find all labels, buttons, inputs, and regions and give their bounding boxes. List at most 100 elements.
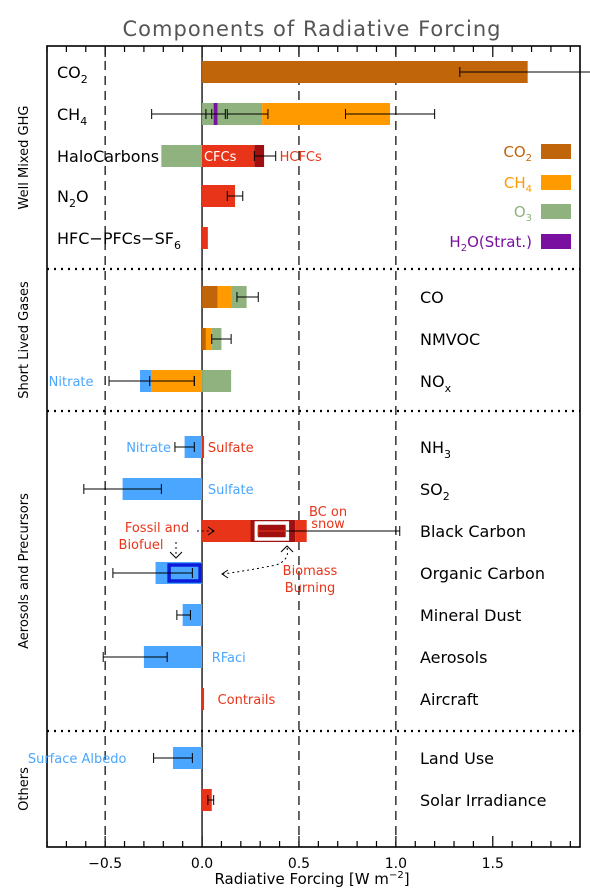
legend-label-text: CH: [504, 174, 526, 192]
bar-annotation: HCFCs: [280, 150, 322, 165]
bar-annotation: Nitrate: [126, 441, 171, 456]
legend-label-rest: O(Strat.): [467, 233, 532, 251]
legend-label-sub: 2: [526, 153, 532, 164]
bar-segment: [143, 646, 203, 668]
bar-segment: [202, 328, 206, 350]
bc-note: Fossil and: [125, 521, 189, 536]
bc-note: Biofuel: [119, 538, 164, 553]
bar-segment: [202, 370, 232, 392]
legend-label-sub: 4: [526, 184, 532, 195]
row-label-sub: 2: [69, 197, 76, 210]
legend-label: CH4: [504, 174, 532, 195]
bar-segment: [202, 688, 205, 710]
row-label-text: NH: [420, 438, 444, 457]
x-tick-label: 0.5: [288, 856, 310, 872]
legend-swatch: [541, 204, 571, 219]
x-axis-label-close: ]: [404, 870, 410, 888]
row-label-text: Black Carbon: [420, 522, 526, 541]
row-label-text: Solar Irradiance: [420, 791, 546, 810]
legend-swatch: [541, 234, 571, 249]
row-label: HFC−PFCs−SF6: [57, 229, 181, 252]
row-label-sub: 2: [443, 490, 450, 503]
row-label-sub: 6: [174, 239, 181, 252]
bar-annotation: Sulfate: [208, 441, 254, 456]
bar-segment: [202, 227, 208, 249]
bc-note: Burning: [285, 581, 336, 596]
x-tick-label: 1.5: [482, 856, 504, 872]
row-label: N2O: [57, 187, 89, 210]
row-label-sub: 3: [444, 448, 451, 461]
section-label: Short Lived Gases: [17, 281, 32, 399]
note-arrow: [221, 547, 288, 575]
bar-segment: [202, 286, 218, 308]
row-label-text: Organic Carbon: [420, 564, 545, 583]
bar-annotation: Contrails: [218, 693, 276, 708]
plot-area: −0.5 0.0 0.5 1.0 1.5 Radiative Forcing [W m−2…: [17, 45, 590, 888]
row-label: Solar Irradiance: [420, 791, 546, 810]
row-label: Mineral Dust: [420, 606, 521, 625]
legend-label-text: CO: [503, 143, 525, 161]
bar-segment: [262, 103, 391, 125]
row-label-text: HFC−PFCs−SF: [57, 229, 174, 248]
note-arrowhead: [280, 545, 294, 553]
row-label-text: SO: [420, 480, 443, 499]
row-label: CH4: [57, 105, 87, 128]
row-label-text: Aerosols: [420, 648, 487, 667]
row-label: Aerosols: [420, 648, 487, 667]
bar-annotation: CFCs: [204, 150, 237, 165]
section-label: Well Mixed GHG: [17, 106, 32, 210]
legend-label: O3: [514, 203, 532, 224]
legend-label-text: H: [449, 233, 460, 251]
legend-swatch: [541, 175, 571, 190]
row-label: Organic Carbon: [420, 564, 545, 583]
row-label: Aircraft: [420, 690, 478, 709]
bar-segment: [202, 185, 236, 207]
row-label-text: N: [57, 187, 69, 206]
bar-annotation: Nitrate: [49, 375, 94, 390]
legend-label-text: O: [514, 203, 526, 221]
bar-segment: [205, 328, 212, 350]
row-label: HaloCarbons: [57, 147, 159, 166]
row-label-text: HaloCarbons: [57, 147, 159, 166]
x-axis-label-main: Radiative Forcing [W m: [214, 870, 388, 888]
row-label-sub: x: [445, 382, 452, 395]
row-label-text: CO: [420, 288, 444, 307]
x-axis-label-sup: −2: [389, 870, 404, 881]
x-axis-label: Radiative Forcing [W m−2]: [214, 870, 409, 888]
row-label: SO2: [420, 480, 450, 503]
row-label-rest: O: [76, 187, 89, 206]
row-label-text: Mineral Dust: [420, 606, 521, 625]
legend-label: CO2: [503, 143, 532, 164]
row-label: Land Use: [420, 749, 494, 768]
row-label: NMVOC: [420, 330, 480, 349]
chart-title: Components of Radiative Forcing: [123, 17, 502, 41]
note-arrowhead: [221, 569, 229, 579]
legend-label-sub: 2: [461, 243, 467, 254]
bar-annotation: Sulfate: [208, 483, 254, 498]
x-tick-label: 1.0: [385, 856, 407, 872]
row-label-sub: 2: [81, 73, 88, 86]
bc-note: Biomass: [283, 564, 338, 579]
row-label-text: NO: [420, 372, 445, 391]
row-label-text: CO: [57, 63, 81, 82]
bar-segment: [202, 789, 212, 811]
legend-swatch: [541, 144, 571, 159]
bar-annotation: RFaci: [212, 651, 246, 666]
x-tick-label: 0.0: [191, 856, 213, 872]
bar-segment: [202, 145, 255, 167]
section-label: Others: [17, 767, 32, 811]
row-label: NH3: [420, 438, 451, 461]
bar-annotation: BC on: [309, 505, 347, 520]
bar-segment: [182, 604, 203, 626]
bar-segment: [161, 145, 203, 167]
row-label: CO2: [57, 63, 88, 86]
section-label: Aerosols and Precursors: [17, 493, 32, 649]
legend-label-sub: 3: [526, 213, 532, 224]
bar-segment: [202, 520, 251, 542]
note-arrowhead: [169, 551, 183, 559]
note-arrowhead: [207, 526, 215, 536]
bar-annotation: snow: [311, 517, 345, 532]
bar-segment: [202, 436, 205, 458]
bar-segment: [217, 286, 232, 308]
